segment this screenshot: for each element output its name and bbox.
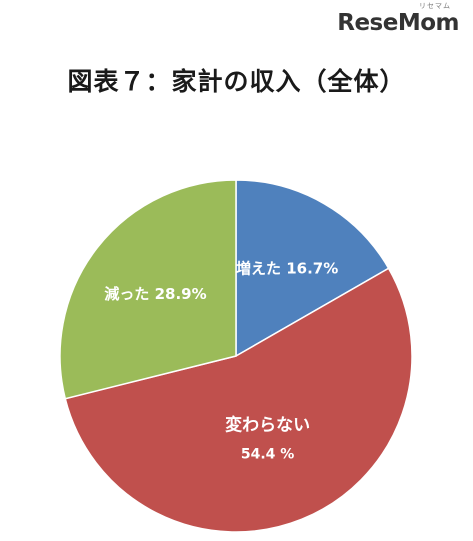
slice-value-label: 54.4 % [241,446,294,462]
slice-label: 減った 28.9% [104,285,206,303]
slice-label: 増えた 16.7% [236,260,338,278]
pie-slice [235,179,390,358]
pie-slice [59,179,237,400]
pie-slice [64,267,413,533]
slice-label: 変わらない [225,414,310,435]
logo-subtext: リセマム [419,2,451,10]
resemom-logo: ReseMom [337,10,459,36]
chart-title: 図表７：家計の収入（全体） [67,67,406,96]
